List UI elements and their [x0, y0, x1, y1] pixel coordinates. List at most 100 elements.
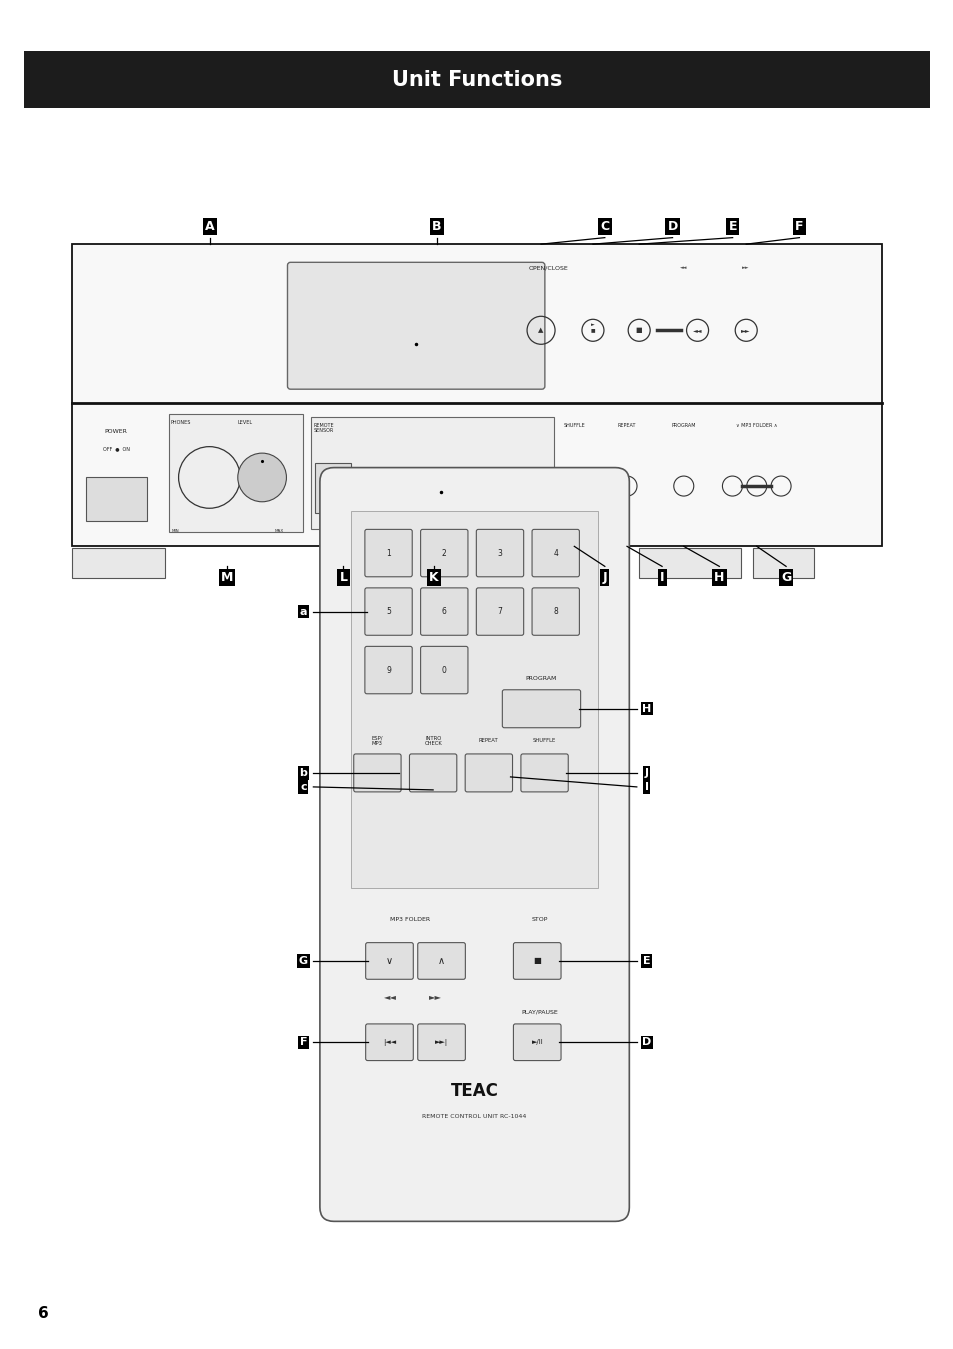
Text: ►►: ►►	[740, 328, 750, 333]
Bar	[752, 548, 813, 577]
FancyBboxPatch shape	[420, 646, 468, 693]
FancyBboxPatch shape	[417, 943, 465, 979]
FancyBboxPatch shape	[513, 1024, 560, 1060]
FancyBboxPatch shape	[476, 529, 523, 577]
Text: PROGRAM: PROGRAM	[671, 422, 696, 428]
FancyBboxPatch shape	[417, 1024, 465, 1060]
Bar	[639, 548, 740, 577]
Text: 0: 0	[441, 665, 446, 674]
Text: STOP: STOP	[531, 917, 547, 923]
Text: INTRO
CHECK: INTRO CHECK	[424, 735, 441, 746]
Text: J: J	[602, 571, 606, 584]
Text: SHUFFLE: SHUFFLE	[563, 422, 584, 428]
Text: a: a	[299, 607, 307, 616]
Text: MAX: MAX	[274, 529, 283, 533]
Text: K: K	[429, 571, 438, 584]
Bar	[314, 463, 351, 514]
FancyBboxPatch shape	[465, 754, 512, 792]
Text: 3: 3	[497, 549, 502, 557]
Text: 6: 6	[38, 1306, 49, 1322]
Text: L: L	[339, 571, 347, 584]
Circle shape	[237, 453, 286, 502]
Text: OPEN/CLOSE: OPEN/CLOSE	[528, 266, 568, 270]
Text: LEVEL: LEVEL	[237, 420, 253, 425]
Bar	[71, 548, 165, 577]
Text: G: G	[298, 956, 308, 966]
FancyBboxPatch shape	[532, 588, 578, 635]
Text: REPEAT: REPEAT	[478, 738, 498, 743]
Text: H: H	[714, 571, 723, 584]
Bar	[351, 511, 598, 888]
Text: ►►: ►►	[428, 993, 441, 1001]
FancyBboxPatch shape	[532, 529, 578, 577]
FancyBboxPatch shape	[365, 943, 413, 979]
Bar	[71, 244, 882, 546]
FancyBboxPatch shape	[476, 588, 523, 635]
Text: ►►: ►►	[741, 266, 749, 270]
FancyBboxPatch shape	[319, 468, 629, 1221]
Text: Unit Functions: Unit Functions	[392, 70, 561, 89]
Text: REPEAT: REPEAT	[618, 422, 636, 428]
Text: H: H	[641, 704, 651, 714]
Text: 7: 7	[497, 607, 502, 616]
FancyBboxPatch shape	[364, 588, 412, 635]
Text: F: F	[299, 1037, 307, 1047]
Text: I: I	[644, 782, 648, 792]
Text: I: I	[659, 571, 663, 584]
FancyBboxPatch shape	[364, 646, 412, 693]
Text: 1: 1	[386, 549, 391, 557]
Text: M: M	[221, 571, 233, 584]
Text: c: c	[300, 782, 306, 792]
FancyBboxPatch shape	[420, 529, 468, 577]
Text: ■: ■	[533, 956, 540, 966]
Text: ∨: ∨	[386, 956, 393, 966]
Text: ◄◄: ◄◄	[383, 993, 396, 1001]
Text: C: C	[599, 220, 609, 233]
Text: ►►|: ►►|	[435, 1039, 448, 1045]
Text: ∧: ∧	[437, 956, 445, 966]
FancyBboxPatch shape	[409, 754, 456, 792]
Text: 2: 2	[441, 549, 446, 557]
Text: REMOTE
SENSOR: REMOTE SENSOR	[314, 422, 335, 433]
Text: F: F	[795, 220, 802, 233]
Text: B: B	[432, 220, 441, 233]
Text: 5: 5	[386, 607, 391, 616]
Text: PHONES: PHONES	[171, 420, 191, 425]
Text: ►
■: ► ■	[590, 322, 595, 332]
Text: D: D	[667, 220, 677, 233]
Bar	[311, 417, 554, 529]
FancyBboxPatch shape	[502, 689, 580, 727]
Text: ◄◄: ◄◄	[692, 328, 701, 333]
Text: 4: 4	[553, 549, 558, 557]
FancyBboxPatch shape	[420, 588, 468, 635]
Text: J: J	[644, 768, 648, 778]
FancyBboxPatch shape	[364, 529, 412, 577]
Text: ◄◄: ◄◄	[679, 266, 687, 270]
Text: |◄◄: |◄◄	[382, 1039, 395, 1045]
Text: D: D	[641, 1037, 651, 1047]
Text: ▲: ▲	[537, 328, 543, 333]
Text: E: E	[728, 220, 736, 233]
Text: G: G	[781, 571, 790, 584]
Text: b: b	[299, 768, 307, 778]
FancyBboxPatch shape	[287, 262, 544, 390]
Text: 6: 6	[441, 607, 446, 616]
Bar	[24, 51, 929, 108]
Text: TEAC: TEAC	[450, 1082, 498, 1101]
Text: ESP/
MP3: ESP/ MP3	[372, 735, 383, 746]
Text: POWER: POWER	[105, 429, 128, 433]
FancyBboxPatch shape	[520, 754, 568, 792]
Text: ■: ■	[636, 328, 641, 333]
Text: ►/II: ►/II	[531, 1039, 542, 1045]
Bar	[86, 478, 147, 521]
Text: MP3 FOLDER: MP3 FOLDER	[390, 917, 430, 923]
FancyBboxPatch shape	[354, 754, 400, 792]
FancyBboxPatch shape	[513, 943, 560, 979]
Bar	[169, 414, 302, 532]
Text: SHUFFLE: SHUFFLE	[533, 738, 556, 743]
Text: MIN: MIN	[172, 529, 179, 533]
Text: A: A	[205, 220, 214, 233]
Text: PLAY/PAUSE: PLAY/PAUSE	[520, 1010, 558, 1014]
Text: 9: 9	[386, 665, 391, 674]
Text: REMOTE CONTROL UNIT RC-1044: REMOTE CONTROL UNIT RC-1044	[422, 1114, 526, 1120]
